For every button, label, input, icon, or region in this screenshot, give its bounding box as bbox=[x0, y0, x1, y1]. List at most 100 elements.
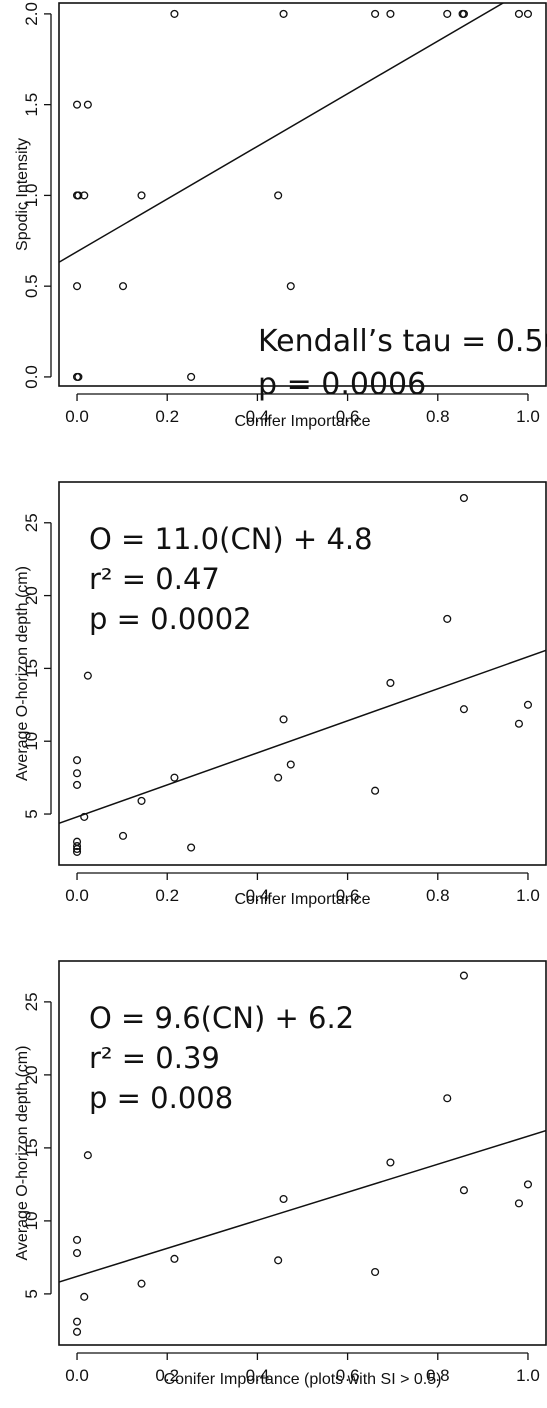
annotation-text: p = 0.008 bbox=[89, 1081, 233, 1115]
data-point bbox=[72, 1235, 82, 1244]
data-point bbox=[137, 1279, 146, 1288]
chart-panel-1: 0.0 0.2 0.4 0.6 0.8 1.0 0.0 0.5 1.0 1.5 2.0 Conifer… bbox=[14, 2, 547, 430]
data-point bbox=[83, 100, 92, 109]
data-point bbox=[72, 837, 82, 846]
x-tick-label: 0.2 bbox=[155, 1366, 179, 1385]
x-tick-label: 0.2 bbox=[155, 886, 179, 905]
data-point bbox=[459, 493, 468, 503]
data-point bbox=[170, 773, 179, 782]
annotation-text: r² = 0.47 bbox=[89, 562, 220, 596]
data-point bbox=[118, 282, 128, 291]
x-tick-label: 1.0 bbox=[516, 407, 540, 426]
x-axis-label: Conifer Importance bbox=[234, 891, 370, 908]
y-tick-label: 20 bbox=[22, 586, 41, 605]
annotation-text: p = 0.0006 bbox=[258, 367, 426, 402]
data-point bbox=[72, 847, 82, 856]
y-tick-label: 5 bbox=[22, 1289, 41, 1298]
data-point bbox=[72, 756, 82, 765]
x-tick-label: 0.8 bbox=[426, 886, 450, 905]
y-tick-label: 2.0 bbox=[22, 2, 41, 26]
annotation-text: Kendall’s tau = 0.56 bbox=[258, 324, 547, 359]
chart-panel-2: 0.0 0.2 0.4 0.6 0.8 1.0 5 10 15 20 25 Conifer Impor… bbox=[14, 481, 547, 908]
y-axis-label: Average O-horizon depth (cm) bbox=[14, 566, 31, 781]
regression-line bbox=[59, 649, 546, 825]
data-point bbox=[514, 1199, 523, 1208]
data-point bbox=[523, 1180, 533, 1189]
annotation-text: O = 11.0(CN) + 4.8 bbox=[89, 522, 373, 556]
x-tick-label: 0.8 bbox=[426, 407, 450, 426]
x-tick-label: 0.6 bbox=[336, 886, 360, 905]
y-tick-label: 15 bbox=[22, 1138, 41, 1157]
data-point bbox=[286, 760, 295, 769]
x-tick-label: 0.0 bbox=[65, 1366, 89, 1385]
data-point bbox=[80, 191, 89, 200]
data-point bbox=[443, 1094, 452, 1103]
data-point bbox=[279, 715, 288, 724]
data-point bbox=[443, 9, 452, 18]
annotation-text: O = 9.6(CN) + 6.2 bbox=[89, 1001, 354, 1035]
data-point bbox=[459, 705, 468, 714]
data-point bbox=[443, 614, 452, 623]
data-point bbox=[72, 282, 82, 291]
data-point bbox=[274, 191, 283, 200]
data-point bbox=[514, 9, 523, 18]
plot-frame bbox=[58, 2, 547, 387]
data-point bbox=[72, 769, 82, 778]
data-point bbox=[286, 282, 295, 291]
data-point bbox=[523, 9, 533, 18]
y-tick-label: 25 bbox=[22, 513, 41, 532]
data-point bbox=[279, 1194, 288, 1204]
y-tick-label: 0.0 bbox=[22, 365, 41, 389]
data-point bbox=[72, 100, 82, 109]
plot-frame bbox=[58, 960, 547, 1346]
data-point bbox=[187, 843, 196, 852]
x-tick-label: 0.6 bbox=[336, 407, 360, 426]
data-point bbox=[187, 372, 196, 381]
data-point bbox=[80, 812, 89, 821]
data-point bbox=[83, 671, 92, 680]
x-tick-label: 1.0 bbox=[516, 886, 540, 905]
annotation-text: r² = 0.39 bbox=[89, 1041, 220, 1075]
y-axis-label: Average O-horizon depth (cm) bbox=[14, 1046, 31, 1261]
x-tick-label: 0.2 bbox=[155, 407, 179, 426]
x-tick-label: 0.4 bbox=[246, 886, 270, 905]
y-tick-label: 25 bbox=[22, 992, 41, 1011]
data-point bbox=[279, 9, 288, 18]
data-point bbox=[137, 191, 146, 200]
data-point bbox=[72, 1327, 82, 1336]
x-tick-label: 1.0 bbox=[516, 1366, 540, 1385]
data-point bbox=[386, 9, 395, 18]
data-point bbox=[371, 1267, 380, 1277]
chart-panel-3: 0.0 0.2 0.4 0.6 0.8 1.0 5 10 15 20 25 Conifer Impor… bbox=[14, 960, 547, 1388]
x-tick-label: 0.8 bbox=[426, 1366, 450, 1385]
data-point bbox=[371, 9, 380, 18]
y-tick-label: 1.5 bbox=[22, 93, 41, 117]
data-point bbox=[523, 700, 533, 709]
data-point bbox=[72, 842, 82, 851]
regression-line bbox=[59, 3, 505, 263]
y-tick-label: 10 bbox=[22, 732, 41, 751]
data-point bbox=[274, 1256, 283, 1265]
data-point bbox=[74, 191, 83, 200]
data-point bbox=[386, 1158, 395, 1167]
data-point bbox=[274, 773, 283, 782]
data-point bbox=[386, 678, 395, 688]
y-tick-label: 10 bbox=[22, 1211, 41, 1230]
data-point bbox=[371, 786, 380, 795]
y-tick-label: 0.5 bbox=[22, 274, 41, 298]
x-tick-label: 0.0 bbox=[65, 886, 89, 905]
data-point bbox=[459, 1186, 468, 1195]
data-point bbox=[459, 9, 468, 18]
annotation-text: p = 0.0002 bbox=[89, 602, 252, 636]
data-point bbox=[459, 971, 468, 980]
x-tick-label: 0.6 bbox=[336, 1366, 360, 1385]
data-point bbox=[83, 1151, 92, 1160]
data-point bbox=[170, 1254, 179, 1263]
x-axis-label: Conifer Importance bbox=[234, 413, 370, 430]
data-point bbox=[72, 1317, 82, 1326]
regression-line bbox=[59, 1129, 546, 1283]
x-tick-label: 0.4 bbox=[246, 407, 270, 426]
data-point bbox=[514, 719, 523, 728]
data-point bbox=[80, 1292, 89, 1301]
